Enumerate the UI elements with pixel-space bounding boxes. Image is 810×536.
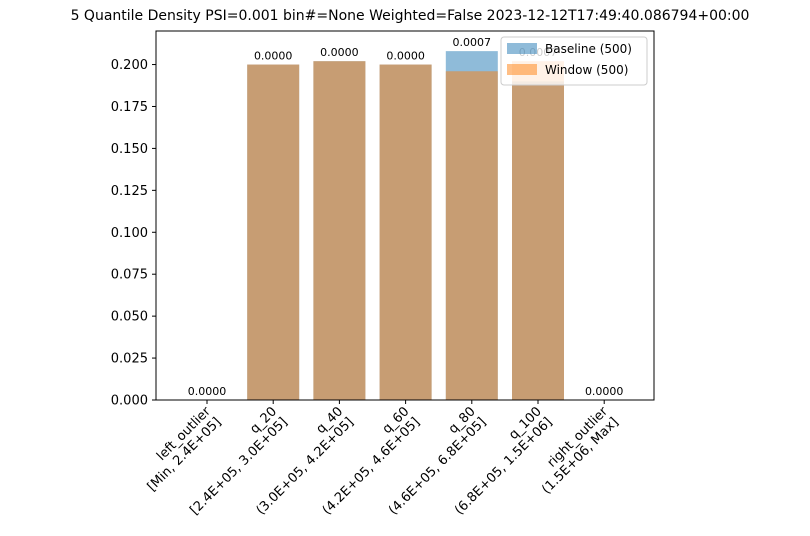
legend-swatch — [507, 43, 537, 54]
y-tick-label: 0.075 — [111, 268, 148, 283]
data-label: 0.0000 — [320, 46, 359, 59]
x-axis: left_outlier[Min, 2.4E+05] q_20[2.4E+05, … — [134, 400, 622, 518]
y-axis: 0.000 0.025 0.050 0.075 0.100 0.125 0.150 0.175… — [111, 58, 156, 409]
y-tick-label: 0.200 — [111, 58, 148, 73]
legend: Baseline (500) Window (500) — [500, 36, 648, 86]
plot-frame — [155, 30, 655, 401]
data-label: 0.0000 — [188, 385, 227, 398]
legend-label: Baseline (500) — [545, 42, 632, 56]
window-bar-4 — [445, 71, 498, 400]
y-tick-label: 0.025 — [111, 352, 148, 367]
window-bar-5 — [512, 61, 564, 400]
window-bar-3 — [379, 64, 432, 400]
legend-box — [500, 36, 648, 86]
x-tick-label: left_outlier[Min, 2.4E+05] — [134, 404, 225, 495]
plot-area: 0.00000.00000.00000.00000.00070.00070.00… — [155, 30, 655, 401]
legend-swatch — [507, 64, 537, 75]
y-tick-label: 0.150 — [111, 142, 148, 157]
chart-title: 5 Quantile Density PSI=0.001 bin#=None W… — [71, 8, 750, 24]
window-bar-1 — [247, 64, 300, 400]
y-tick-label: 0.050 — [111, 310, 148, 325]
window-bar-2 — [313, 61, 366, 400]
data-label: 0.0000 — [386, 50, 425, 63]
data-label: 0.0007 — [453, 36, 492, 49]
y-tick-label: 0.125 — [111, 184, 148, 199]
data-label: 0.0000 — [254, 50, 293, 63]
data-label: 0.0000 — [585, 385, 624, 398]
y-tick-label: 0.175 — [111, 100, 148, 115]
y-tick-label: 0.000 — [111, 394, 148, 409]
legend-label: Window (500) — [545, 63, 628, 77]
y-tick-label: 0.100 — [111, 226, 148, 241]
